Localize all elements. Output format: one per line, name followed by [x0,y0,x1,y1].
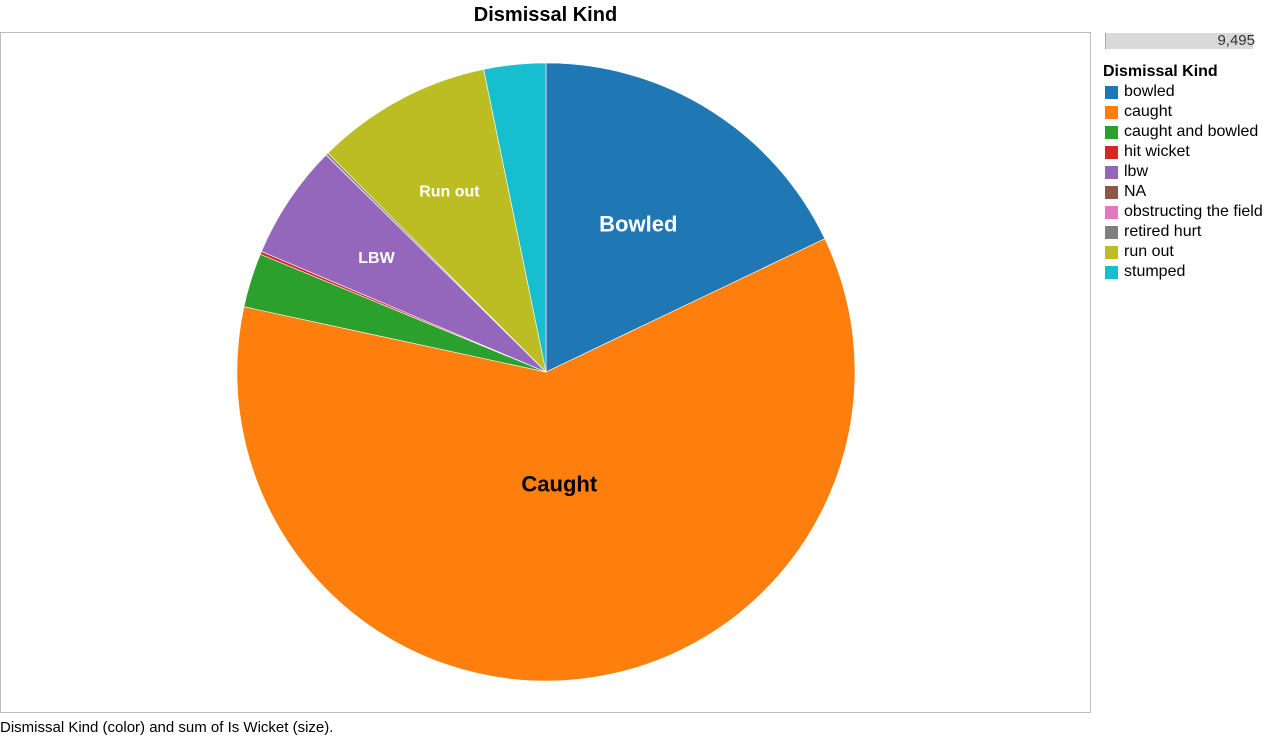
pie-slice-stumped[interactable] [483,62,547,373]
chart-title: Dismissal Kind [473,4,618,26]
legend-label: lbw [1124,163,1149,180]
plot-area: Bowled Caught LBW Run out [0,32,1091,713]
legend-swatch [1105,265,1118,279]
color-legend: Dismissal Kind bowled caught caught and bo… [1103,63,1267,282]
size-legend-value: 9,495 [1217,32,1255,49]
legend-swatch [1105,225,1118,239]
legend-label: hit wicket [1124,143,1190,160]
pie-slice-caught[interactable] [236,238,856,682]
slice-label-caught: Caught [521,471,597,496]
pie-slice-bowled[interactable] [545,62,826,373]
legend-label: obstructing the field [1124,203,1263,220]
slice-label-lbw: LBW [358,250,395,267]
size-legend: 9,495 [1105,32,1255,49]
legend-item-run-out[interactable]: run out [1103,242,1267,262]
slice-label-run-out: Run out [419,184,480,201]
legend-label: NA [1124,183,1147,200]
slice-label-bowled: Bowled [599,211,677,236]
pie-chart: Bowled Caught LBW Run out [236,62,856,682]
legend-item-stumped[interactable]: stumped [1103,262,1267,282]
legend-item-caught[interactable]: caught [1103,102,1267,122]
legend-title: Dismissal Kind [1103,63,1218,80]
legend-label: caught and bowled [1124,123,1259,140]
legend-label: caught [1124,103,1173,120]
legend-swatch [1105,125,1118,139]
legend-label: bowled [1124,83,1175,100]
legend-item-retired-hurt[interactable]: retired hurt [1103,222,1267,242]
legend-items: bowled caught caught and bowled hit wicket l… [1103,82,1267,282]
legend-label: stumped [1124,263,1186,280]
chart-caption: Dismissal Kind (color) and sum of Is Wic… [0,719,334,736]
legend-label: retired hurt [1124,223,1202,240]
legend-item-bowled[interactable]: bowled [1103,82,1267,102]
legend-swatch [1105,85,1118,99]
legend-label: run out [1124,243,1174,260]
legend-swatch [1105,145,1118,159]
legend-swatch [1105,185,1118,199]
pie-slice-run-out[interactable] [327,68,547,373]
legend-item-lbw[interactable]: lbw [1103,162,1267,182]
legend-item-caught-and-bowled[interactable]: caught and bowled [1103,122,1267,142]
legend-item-obstructing-the-field[interactable]: obstructing the field [1103,202,1267,222]
legend-swatch [1105,205,1118,219]
legend-item-na[interactable]: NA [1103,182,1267,202]
legend-swatch [1105,165,1118,179]
legend-item-hit-wicket[interactable]: hit wicket [1103,142,1267,162]
legend-swatch [1105,105,1118,119]
legend-swatch [1105,245,1118,259]
